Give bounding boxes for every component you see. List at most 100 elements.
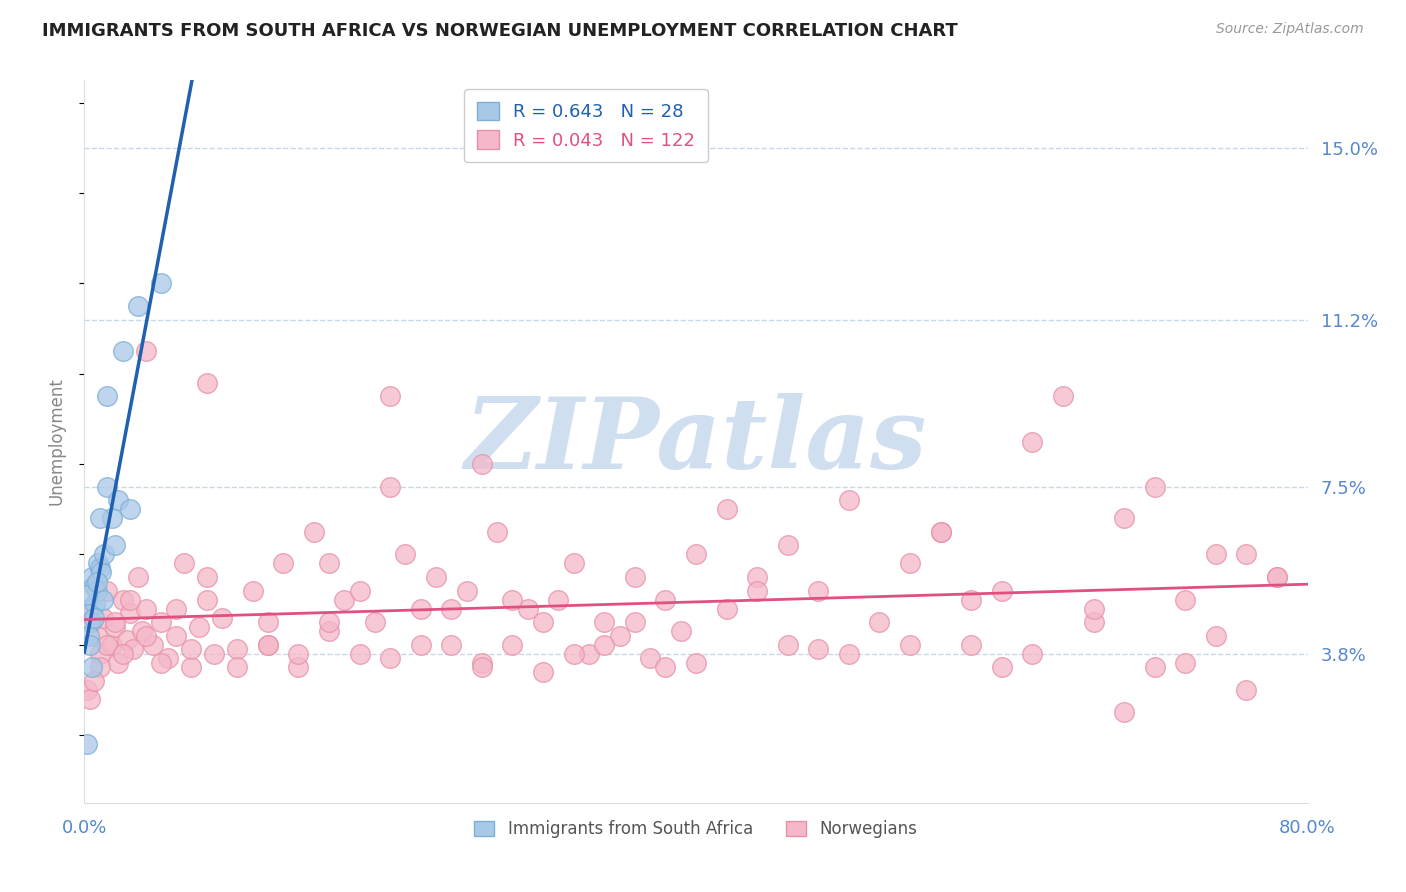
- Legend: Immigrants from South Africa, Norwegians: Immigrants from South Africa, Norwegians: [468, 814, 924, 845]
- Point: [202, 647, 225, 661]
- Point: [716, 502, 738, 516]
- Point: [83, 579, 105, 593]
- Point: [349, 583, 371, 598]
- Point: [654, 592, 676, 607]
- Point: [86, 574, 108, 589]
- Point: [90, 566, 112, 580]
- Point: [1114, 511, 1136, 525]
- Point: [149, 615, 172, 630]
- Point: [211, 610, 233, 624]
- Point: [111, 344, 134, 359]
- Point: [135, 601, 157, 615]
- Point: [1236, 682, 1258, 697]
- Point: [89, 660, 111, 674]
- Point: [80, 615, 103, 630]
- Point: [409, 601, 432, 615]
- Point: [456, 583, 478, 598]
- Point: [394, 548, 416, 562]
- Point: [929, 524, 952, 539]
- Point: [77, 629, 100, 643]
- Point: [120, 592, 142, 607]
- Point: [1114, 706, 1136, 720]
- Point: [80, 570, 103, 584]
- Point: [86, 629, 108, 643]
- Point: [120, 606, 142, 620]
- Point: [165, 601, 187, 615]
- Point: [257, 615, 280, 630]
- Point: [578, 647, 600, 661]
- Point: [226, 660, 249, 674]
- Point: [960, 638, 983, 652]
- Point: [1265, 570, 1288, 584]
- Point: [991, 583, 1014, 598]
- Point: [562, 557, 585, 571]
- Point: [593, 638, 616, 652]
- Point: [104, 615, 127, 630]
- Point: [318, 557, 340, 571]
- Point: [929, 524, 952, 539]
- Point: [107, 656, 129, 670]
- Point: [318, 624, 340, 639]
- Point: [80, 660, 103, 674]
- Point: [96, 389, 118, 403]
- Point: [111, 592, 134, 607]
- Point: [380, 389, 402, 403]
- Point: [257, 638, 280, 652]
- Point: [122, 642, 145, 657]
- Point: [471, 457, 494, 471]
- Point: [302, 524, 325, 539]
- Point: [271, 557, 294, 571]
- Point: [1021, 434, 1043, 449]
- Point: [89, 511, 111, 525]
- Point: [101, 511, 124, 525]
- Point: [1052, 389, 1074, 403]
- Y-axis label: Unemployment: Unemployment: [48, 377, 66, 506]
- Point: [96, 480, 118, 494]
- Point: [502, 592, 524, 607]
- Point: [1021, 647, 1043, 661]
- Point: [562, 647, 585, 661]
- Point: [593, 615, 616, 630]
- Point: [135, 344, 157, 359]
- Point: [226, 642, 249, 657]
- Point: [127, 570, 149, 584]
- Point: [1205, 629, 1227, 643]
- Point: [91, 592, 114, 607]
- Point: [547, 592, 569, 607]
- Point: [157, 651, 180, 665]
- Point: [654, 660, 676, 674]
- Point: [898, 638, 921, 652]
- Point: [120, 502, 142, 516]
- Point: [638, 651, 661, 665]
- Point: [76, 682, 98, 697]
- Text: Source: ZipAtlas.com: Source: ZipAtlas.com: [1216, 22, 1364, 37]
- Point: [747, 583, 769, 598]
- Point: [165, 629, 187, 643]
- Point: [1174, 592, 1197, 607]
- Point: [115, 633, 138, 648]
- Point: [624, 570, 647, 584]
- Point: [1236, 548, 1258, 562]
- Point: [104, 538, 127, 552]
- Point: [79, 615, 101, 630]
- Point: [135, 629, 157, 643]
- Point: [380, 480, 402, 494]
- Point: [127, 299, 149, 313]
- Point: [624, 615, 647, 630]
- Point: [79, 692, 101, 706]
- Point: [83, 673, 105, 688]
- Point: [440, 638, 463, 652]
- Point: [195, 376, 218, 390]
- Point: [287, 647, 309, 661]
- Point: [77, 601, 100, 615]
- Point: [76, 737, 98, 751]
- Point: [76, 588, 98, 602]
- Point: [991, 660, 1014, 674]
- Point: [1083, 615, 1105, 630]
- Point: [838, 493, 860, 508]
- Point: [960, 592, 983, 607]
- Point: [89, 647, 111, 661]
- Point: [180, 642, 202, 657]
- Point: [716, 601, 738, 615]
- Point: [807, 642, 830, 657]
